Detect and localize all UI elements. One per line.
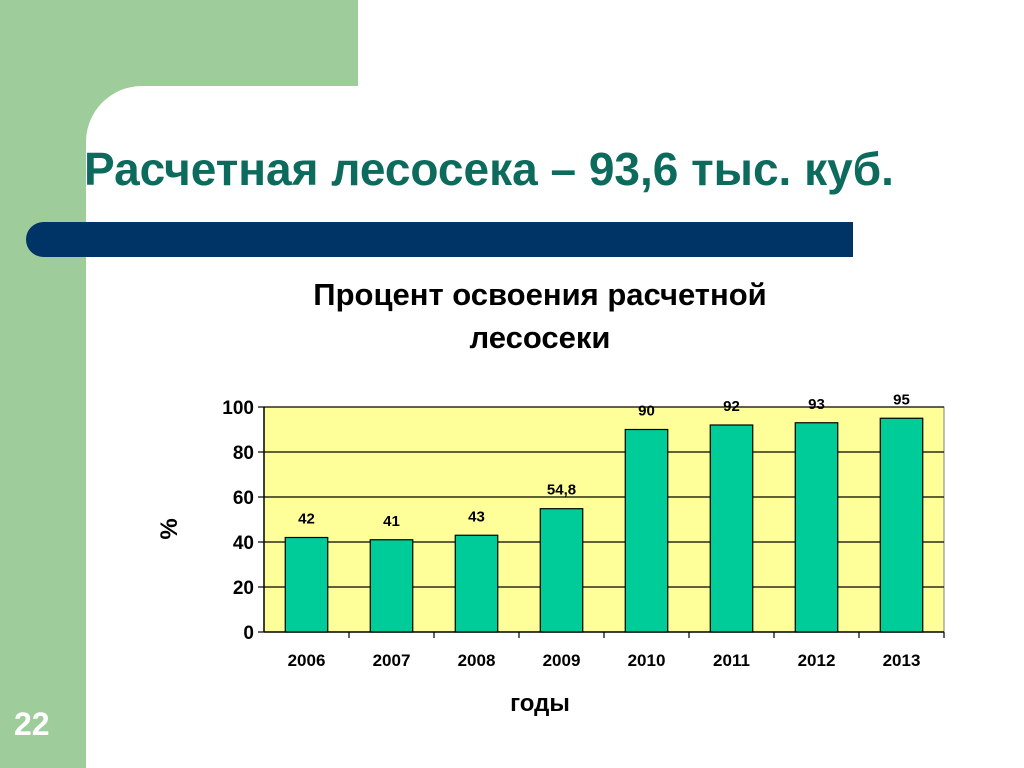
x-tick-label-2008: 2008 bbox=[458, 651, 496, 670]
data-label-2011: 92 bbox=[723, 398, 740, 415]
x-tick-label-2013: 2013 bbox=[883, 651, 921, 670]
x-tick-label-2012: 2012 bbox=[798, 651, 836, 670]
x-tick-label-2011: 2011 bbox=[713, 651, 750, 670]
slide-frame-top bbox=[86, 0, 358, 86]
data-label-2008: 43 bbox=[468, 508, 485, 525]
chart-title-line-2: лесосеки bbox=[470, 320, 611, 355]
chart-title-line-1: Процент освоения расчетной bbox=[313, 277, 766, 312]
x-tick-label-2007: 2007 bbox=[373, 651, 411, 670]
plot-background bbox=[263, 406, 945, 633]
bar-2008 bbox=[454, 534, 499, 633]
page-number: 22 bbox=[14, 706, 50, 742]
data-label-2010: 90 bbox=[638, 403, 655, 420]
x-tick-label-2009: 2009 bbox=[543, 651, 581, 670]
slide-frame-left bbox=[0, 0, 86, 768]
y-tick-label: 60 bbox=[233, 488, 254, 509]
slide-title: Расчетная лесосека – 93,6 тыс. куб. bbox=[84, 143, 894, 195]
y-tick-label: 40 bbox=[233, 533, 254, 554]
y-tick-label: 20 bbox=[233, 578, 254, 599]
data-label-2007: 41 bbox=[383, 513, 400, 530]
x-tick-label-2006: 2006 bbox=[288, 651, 326, 670]
y-axis-title: % bbox=[156, 518, 183, 539]
x-tick-label-2010: 2010 bbox=[628, 651, 666, 670]
bar-2010 bbox=[624, 428, 669, 633]
data-label-2006: 42 bbox=[298, 511, 315, 528]
plot-area: 0 20 40 60 80 100 42 2006 41 2007 43 2008 54,8 2009 90… bbox=[222, 391, 945, 670]
bar-2011 bbox=[709, 424, 754, 633]
y-tick-label: 0 bbox=[243, 623, 254, 644]
bar-2009 bbox=[539, 508, 584, 633]
x-axis-title: годы bbox=[510, 690, 570, 717]
title-accent-bar bbox=[26, 222, 853, 257]
bar-2007 bbox=[369, 539, 414, 633]
bar-2006 bbox=[284, 536, 329, 633]
bar-2012 bbox=[794, 422, 839, 633]
y-tick-label: 100 bbox=[222, 398, 254, 419]
data-label-2013: 95 bbox=[893, 391, 910, 408]
y-tick-label: 80 bbox=[233, 443, 254, 464]
data-label-2012: 93 bbox=[808, 396, 825, 413]
chart: Процент освоения расчетной лесосеки 0 20 4… bbox=[140, 265, 1000, 725]
bar-2013 bbox=[879, 417, 924, 633]
bar-chart-svg: Процент освоения расчетной лесосеки 0 20 4… bbox=[156, 277, 945, 717]
data-label-2009: 54,8 bbox=[547, 482, 576, 499]
